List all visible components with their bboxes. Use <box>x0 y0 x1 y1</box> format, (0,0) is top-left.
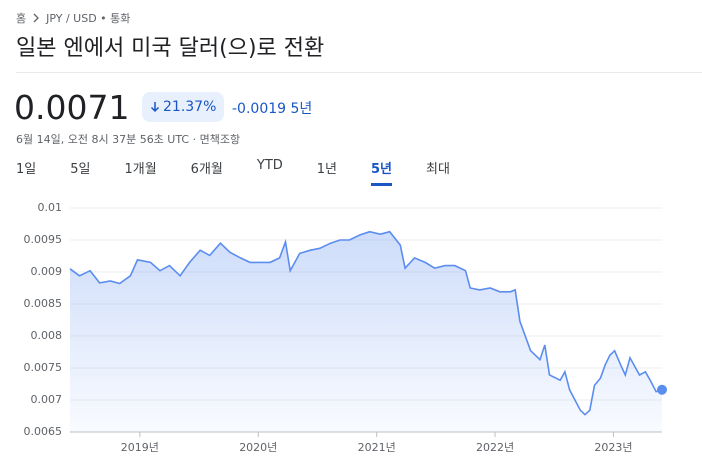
y-tick-label: 0.007 <box>31 393 63 406</box>
breadcrumb: 홈 JPY / USD • 통화 <box>16 10 130 26</box>
y-tick-label: 0.008 <box>31 329 63 342</box>
change-value: -0.0019 <box>232 101 287 117</box>
range-tab[interactable]: 1개월 <box>124 162 157 177</box>
down-arrow <box>150 102 160 113</box>
range-tab[interactable]: 1일 <box>16 162 37 177</box>
change-period: 5년 <box>290 101 313 117</box>
page-title: 일본 엔에서 미국 달러(으)로 전환 <box>16 36 325 61</box>
divider <box>16 72 702 73</box>
disclaimer[interactable]: 면책조항 <box>199 133 241 146</box>
y-tick-label: 0.0085 <box>24 297 63 310</box>
change: -0.0019 5년 <box>232 98 312 118</box>
x-tick-label: 2021년 <box>358 441 396 454</box>
breadcrumb-current: JPY / USD • 통화 <box>46 12 131 25</box>
price: 0.0071 <box>14 88 130 127</box>
last-point <box>657 384 667 395</box>
y-tick-label: 0.009 <box>31 265 63 278</box>
range-tab[interactable]: 1년 <box>316 162 338 177</box>
timestamp: 6월 14일, 오전 8시 37분 56초 UTC <box>16 133 190 146</box>
timestamp-row: 6월 14일, 오전 8시 37분 56초 UTC · 면책조항 <box>16 133 241 146</box>
y-tick-label: 0.0095 <box>24 233 63 246</box>
range-tab[interactable]: 5년 <box>371 158 393 186</box>
chart: 0.0065 0.007 0.0075 0.008 0.0085 0.009 0.0095 0… <box>24 201 667 454</box>
x-tick-label: 2022년 <box>476 441 514 454</box>
y-tick-label: 0.0075 <box>24 361 63 374</box>
y-tick-label: 0.0065 <box>24 425 63 438</box>
x-tick-label: 2023년 <box>594 441 632 454</box>
y-tick-label: 0.01 <box>38 201 63 214</box>
range-tab[interactable]: 6개월 <box>190 162 223 177</box>
price-line <box>69 230 663 416</box>
change-badge: 21.37% <box>142 92 225 122</box>
range-tabs: 1일 5일 1개월 6개월 YTD 1년 5년 최대 <box>16 158 484 186</box>
chevron <box>33 13 40 23</box>
range-tab[interactable]: 5일 <box>70 162 91 177</box>
x-tick-label: 2020년 <box>239 441 277 454</box>
x-tick-label: 2019년 <box>121 441 159 454</box>
range-tab[interactable]: YTD <box>256 158 283 173</box>
breadcrumb-home[interactable]: 홈 <box>16 12 27 25</box>
area-fill <box>70 231 662 432</box>
range-tab[interactable]: 최대 <box>426 162 450 177</box>
change-percent: 21.37% <box>163 99 217 115</box>
